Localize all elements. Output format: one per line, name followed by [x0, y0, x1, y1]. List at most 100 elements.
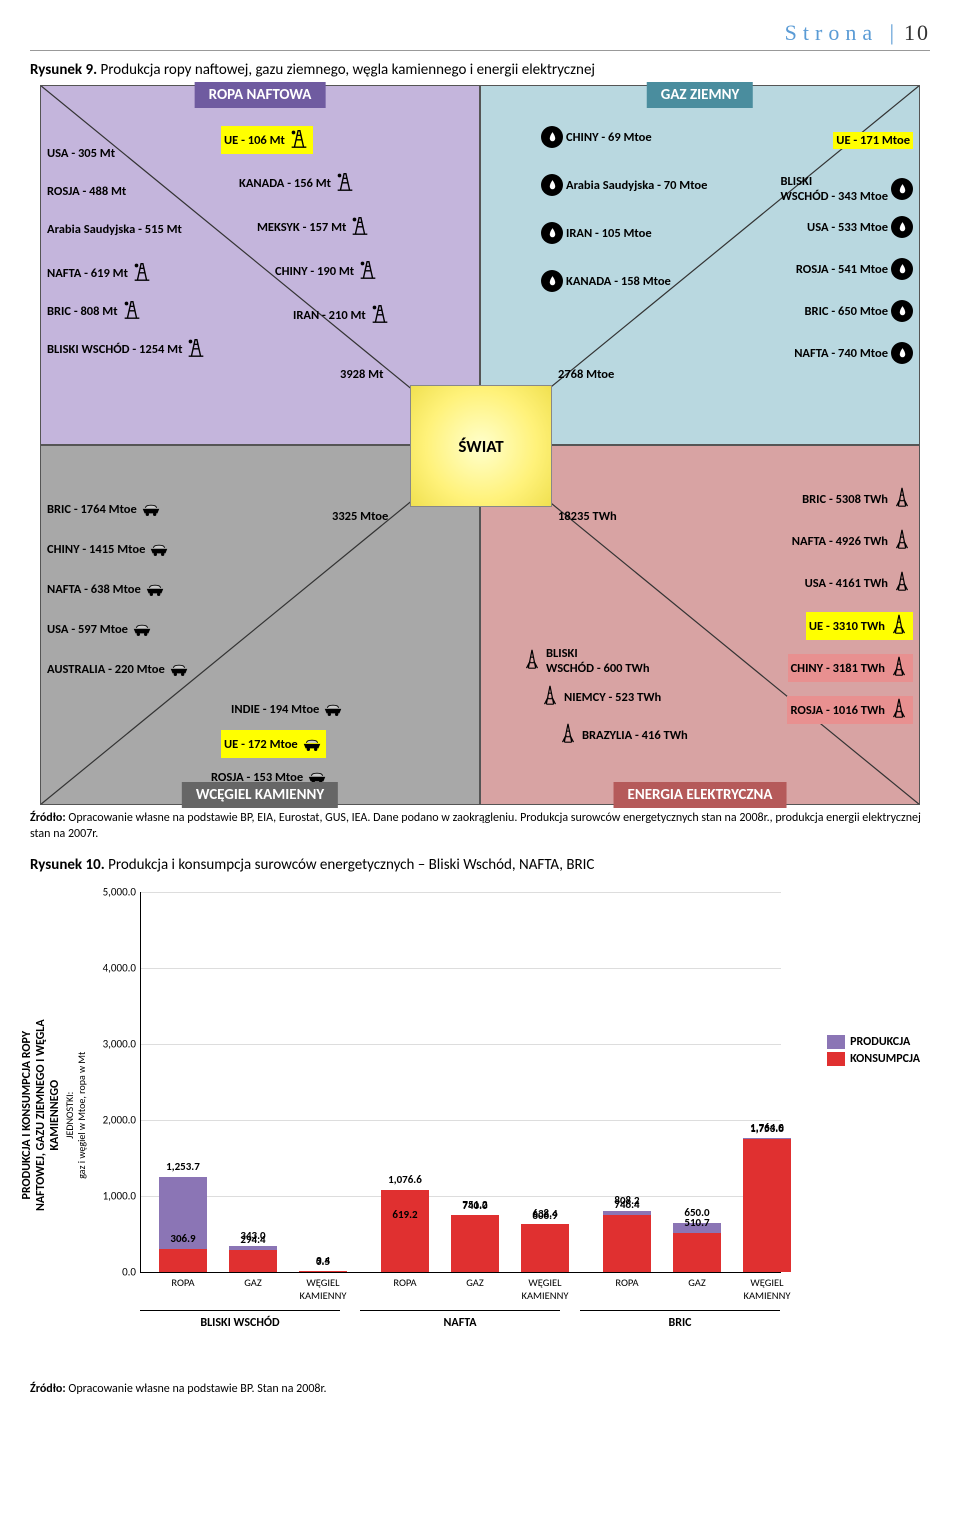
gas-side: BLISKI WSCHÓD - 343 Mtoe: [781, 174, 913, 204]
gas-side: ROSJA - 541 Mtoe: [796, 258, 913, 280]
y-axis-label: PRODUKCJA I KONSUMPCJA ROPYNAFTOWEJ, GAZ…: [34, 922, 74, 1262]
x-label: ROPA: [370, 1272, 440, 1289]
legend-cons: KONSUMPCJA: [827, 1052, 920, 1066]
legend-prod: PRODUKCJA: [827, 1035, 920, 1049]
flame-icon: [541, 174, 563, 196]
oil-side: USA - 305 Mt: [47, 146, 115, 161]
pylon-icon: [888, 613, 910, 639]
center-val-br: 18235 TWh: [558, 509, 617, 524]
ytick: 4,000.0: [81, 962, 136, 975]
elec-step: USA - 4161 TWh: [805, 570, 913, 596]
oil-step: IRAN - 210 Mt: [293, 302, 391, 328]
fig9-infographic: ROPA NAFTOWA UE - 106 MtKANADA - 156 MtM…: [40, 85, 920, 805]
cart-icon: [148, 536, 170, 562]
pylon-icon: [557, 722, 579, 748]
fig10-source-text: Opracowanie własne na podstawie BP. Stan…: [68, 1382, 326, 1396]
gas-side: NAFTA - 740 Mtoe: [794, 342, 913, 364]
oil-step: KANADA - 156 Mt: [239, 170, 356, 196]
fig9-source: Źródło: Opracowanie własne na podstawie …: [30, 811, 930, 842]
oil-step: CHINY - 190 Mt: [275, 258, 379, 284]
gas-step: CHINY - 69 Mtoe: [541, 126, 652, 148]
fig9-source-text: Opracowanie własne na podstawie BP, EIA,…: [30, 811, 921, 841]
oil-side: NAFTA - 619 Mt: [47, 260, 153, 286]
ytick: 1,000.0: [81, 1190, 136, 1203]
bar-label-low: 740.0: [462, 1199, 487, 1212]
gas-title: GAZ ZIEMNY: [647, 82, 753, 108]
coal-step: NAFTA - 638 Mtoe: [47, 576, 166, 602]
elec-step: CHINY - 3181 TWh: [788, 654, 913, 682]
elec-step: BRIC - 5308 TWh: [802, 486, 913, 512]
oil-side: BRIC - 808 Mt: [47, 298, 143, 324]
x-label: WĘGIELKAMIENNY: [510, 1272, 580, 1302]
gas-step: Arabia Saudyjska - 70 Mtoe: [541, 174, 707, 196]
rig-icon: [349, 214, 371, 240]
center-label: ŚWIAT: [458, 436, 503, 457]
elec-bottom: BLISKI WSCHÓD - 600 TWh: [521, 646, 650, 676]
elec-bottom: BRAZYLIA - 416 TWh: [557, 722, 688, 748]
ytick: 3,000.0: [81, 1038, 136, 1051]
oil-side: BLISKI WSCHÓD - 1254 Mt: [47, 336, 207, 362]
fig10-caption: Rysunek 10. Produkcja i konsumpcja surow…: [30, 856, 930, 874]
fig10-chart: PRODUKCJA I KONSUMPCJA ROPYNAFTOWEJ, GAZ…: [40, 882, 920, 1352]
divider: |: [890, 20, 900, 45]
bar-label-low: 0.5: [316, 1255, 330, 1268]
flame-icon: [541, 126, 563, 148]
ytick: 0.0: [81, 1266, 136, 1279]
rig-icon: [357, 258, 379, 284]
bar-cons: [159, 1249, 207, 1272]
rig-icon: [131, 260, 153, 286]
fig9-prefix: Rysunek 9.: [30, 61, 97, 79]
rig-icon: [121, 298, 143, 324]
coal-step: BRIC - 1764 Mtoe: [47, 496, 162, 522]
bar-label-top: 1,253.7: [166, 1160, 200, 1173]
rig-icon: [185, 336, 207, 362]
gas-side: USA - 533 Mtoe: [807, 216, 913, 238]
x-label: ROPA: [148, 1272, 218, 1289]
fig10-title: Produkcja i konsumpcja surowców energety…: [108, 856, 594, 874]
bar-cons: [603, 1215, 651, 1272]
bar-cons: [381, 1190, 429, 1272]
bar-label-top: 1,076.6: [388, 1173, 422, 1186]
coal-step: USA - 597 Mtoe: [47, 616, 153, 642]
rig-icon: [369, 302, 391, 328]
pylon-icon: [888, 697, 910, 723]
center-val-tl: 3928 Mt: [340, 367, 383, 382]
region-label: BRIC: [580, 1310, 780, 1330]
elec-step: ROSJA - 1016 TWh: [787, 696, 913, 724]
flame-icon: [541, 270, 563, 292]
elec-step: UE - 3310 TWh: [806, 612, 913, 640]
fig9-caption: Rysunek 9. Produkcja ropy naftowej, gazu…: [30, 61, 930, 79]
x-label: GAZ: [662, 1272, 732, 1289]
gas-step: IRAN - 105 Mtoe: [541, 222, 652, 244]
center-world: ŚWIAT: [410, 385, 552, 507]
bar-label-low: 306.9: [170, 1232, 195, 1245]
flame-icon: [541, 222, 563, 244]
x-label: WĘGIELKAMIENNY: [732, 1272, 802, 1302]
bar-cons: [229, 1250, 277, 1272]
center-val-bl: 3325 Mtoe: [332, 509, 388, 524]
elec-bottom: NIEMCY - 523 TWh: [539, 684, 661, 710]
coal-bottom: INDIE - 194 Mtoe: [231, 696, 344, 722]
gas-step: KANADA - 158 Mtoe: [541, 270, 671, 292]
fig9-source-label: Źródło:: [30, 811, 66, 825]
rig-icon: [334, 170, 356, 196]
x-label: GAZ: [440, 1272, 510, 1289]
coal-step: AUSTRALIA - 220 Mtoe: [47, 656, 190, 682]
bar-label-low: 510.7: [684, 1216, 709, 1229]
cart-icon: [322, 696, 344, 722]
oil-side: Arabia Saudyjska - 515 Mt: [47, 222, 182, 237]
bar-label-low: 746.4: [614, 1198, 639, 1211]
cart-icon: [168, 656, 190, 682]
pylon-icon: [888, 655, 910, 681]
bar-cons: [743, 1139, 791, 1272]
fig10-prefix: Rysunek 10.: [30, 856, 105, 874]
pylon-icon: [521, 648, 543, 674]
elec-step: NAFTA - 4926 TWh: [792, 528, 913, 554]
page-number: 10: [904, 20, 930, 45]
oil-step: UE - 106 Mt: [221, 126, 313, 154]
fig10-source-label: Źródło:: [30, 1382, 66, 1396]
rig-icon: [288, 127, 310, 153]
flame-icon: [891, 258, 913, 280]
bar-label-low: 606.9: [532, 1209, 557, 1222]
cart-icon: [131, 616, 153, 642]
